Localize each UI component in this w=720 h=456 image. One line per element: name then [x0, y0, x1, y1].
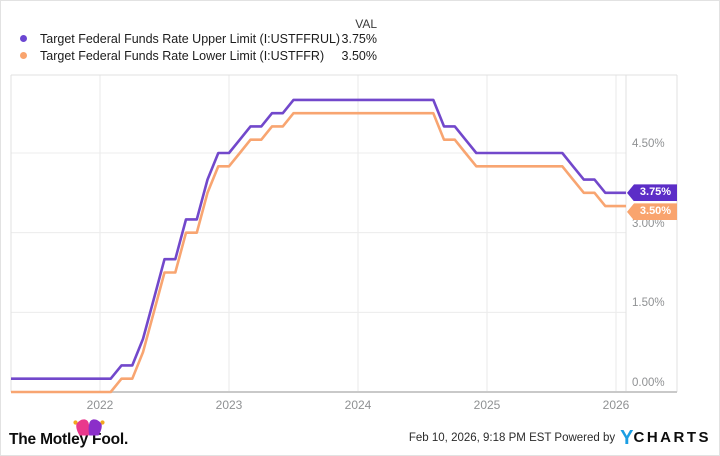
footer-attribution: Feb 10, 2026, 9:18 PM EST Powered by Y C… — [408, 427, 711, 449]
x-tick-2024: 2024 — [344, 398, 372, 412]
legend-label: Target Federal Funds Rate Lower Limit (I… — [40, 48, 325, 63]
x-tick-2023: 2023 — [215, 398, 243, 412]
legend-val-header: VAL — [355, 17, 377, 31]
motley-fool-logo: The Motley Fool. — [9, 419, 129, 449]
lower-limit-series-dot-icon — [20, 52, 27, 59]
badge-lower: 3.50% — [627, 203, 677, 221]
x-tick-2022: 2022 — [86, 398, 114, 412]
x-tick-2025: 2025 — [473, 398, 501, 412]
legend-item-upper-limit: Target Federal Funds Rate Upper Limit (I… — [17, 30, 377, 47]
legend-value: 3.75% — [341, 31, 377, 46]
badge-upper: 3.75% — [627, 184, 677, 202]
legend-label: Target Federal Funds Rate Upper Limit (I… — [40, 31, 341, 46]
ycharts-wordmark-text: CHARTS — [633, 429, 711, 446]
upper-limit-series-dot-icon — [20, 35, 27, 42]
legend-item-lower-limit: Target Federal Funds Rate Lower Limit (I… — [17, 47, 377, 64]
y-tick-0.00%: 0.00% — [632, 377, 665, 389]
y-tick-1.50%: 1.50% — [632, 297, 665, 310]
motley-fool-wordmark: The Motley Fool. — [9, 431, 129, 448]
ycharts-y-icon: Y — [620, 427, 634, 449]
y-tick-4.50%: 4.50% — [632, 138, 665, 150]
timestamp: Feb 10, 2026, 9:18 PM EST Powered by — [408, 432, 616, 444]
legend-value: 3.50% — [341, 48, 377, 63]
ycharts-logo[interactable]: Y CHARTS — [620, 427, 711, 449]
x-tick-2026: 2026 — [602, 398, 630, 412]
jester-hat-icon — [71, 417, 107, 442]
y-tick-3.00%: 3.00% — [632, 217, 665, 230]
